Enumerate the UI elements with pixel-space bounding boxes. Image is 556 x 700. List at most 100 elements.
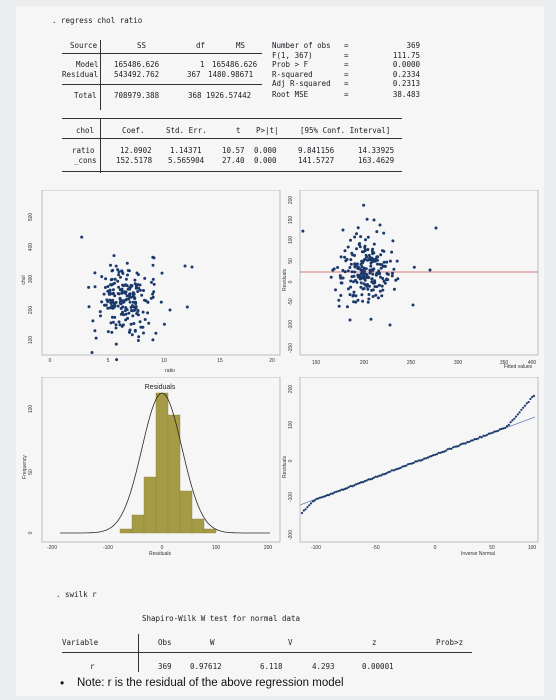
data-point [147, 321, 151, 325]
x-tick-label: 300 [454, 360, 463, 366]
data-point [121, 305, 125, 309]
data-point [529, 397, 532, 401]
histogram-bar [179, 490, 193, 534]
data-point [372, 251, 376, 255]
plot1-xlabel: ratio [165, 368, 175, 374]
data-point [349, 484, 352, 488]
data-point [453, 445, 456, 448]
x-tick-label: 0 [434, 545, 437, 551]
normal-density-curve [60, 392, 270, 534]
histogram-bar [119, 528, 133, 534]
data-point [339, 255, 343, 259]
coef-row-cons-lo: 141.5727 [298, 156, 335, 165]
data-point [354, 264, 358, 268]
data-point [302, 509, 305, 512]
data-point [103, 286, 107, 289]
data-point [159, 300, 163, 304]
data-point [391, 239, 395, 243]
data-point [113, 277, 117, 281]
data-point [504, 426, 507, 429]
data-point [363, 480, 366, 483]
note-text: Note: r is the residual of the above reg… [77, 677, 344, 689]
data-point [416, 460, 419, 463]
histogram-bar [203, 528, 217, 534]
data-point [432, 454, 435, 457]
data-point [395, 259, 399, 263]
swilk-command: . swilk r [56, 590, 97, 599]
data-point [151, 263, 155, 267]
data-point [360, 265, 364, 269]
data-point [380, 474, 383, 477]
swilk-row-w: 0.97612 [190, 662, 222, 671]
data-point [354, 483, 358, 486]
swilk-header-variable: Variable [62, 638, 99, 647]
data-point [134, 302, 138, 306]
data-point [338, 274, 342, 278]
anova-row-total-source: Total [74, 91, 97, 100]
data-point [133, 297, 137, 301]
data-point [119, 302, 123, 306]
data-point [331, 268, 335, 272]
data-point [425, 457, 428, 460]
data-point [443, 450, 446, 453]
data-point [372, 281, 376, 285]
data-point [354, 294, 358, 298]
data-point [459, 443, 462, 446]
data-point [392, 267, 396, 271]
data-point [381, 288, 385, 292]
data-point [484, 434, 487, 437]
data-point [527, 400, 530, 404]
swilk-row-prob: 0.00001 [362, 662, 394, 671]
data-point [376, 255, 380, 259]
fit-stat-label: F(1, 367) [272, 51, 313, 60]
data-point [487, 432, 491, 435]
anova-rule-total [62, 84, 262, 85]
data-point [399, 466, 402, 469]
data-point [352, 293, 355, 297]
data-point [396, 467, 399, 471]
y-tick-label: 400 [28, 243, 34, 252]
data-point [99, 314, 102, 318]
data-point [513, 417, 516, 420]
data-point [378, 289, 382, 293]
data-point [112, 254, 116, 258]
data-point [349, 285, 353, 289]
data-point [439, 451, 442, 454]
x-tick-label: -100 [103, 545, 113, 551]
data-point [377, 283, 381, 287]
data-point [367, 293, 371, 296]
data-point [116, 268, 120, 272]
data-point [313, 499, 316, 502]
coef-row-ratio-t: 10.57 [222, 146, 245, 155]
data-point [371, 247, 375, 251]
data-point [339, 294, 343, 297]
data-point [475, 438, 478, 441]
data-point [333, 491, 336, 494]
data-point [114, 342, 118, 346]
data-point [106, 285, 110, 288]
data-point [337, 298, 341, 302]
data-point [129, 295, 133, 299]
data-point [408, 462, 411, 465]
anova-row-total-df: 368 [188, 91, 202, 100]
data-point [100, 275, 104, 279]
anova-header-source: Source [70, 41, 98, 50]
x-tick-label: 200 [360, 360, 369, 366]
data-point [385, 260, 389, 264]
x-tick-label: 100 [212, 545, 221, 551]
data-point [140, 293, 144, 297]
data-point [343, 255, 347, 259]
data-point [471, 439, 474, 442]
fit-stat-equals: = [344, 51, 349, 60]
data-point [343, 270, 347, 274]
scatter-chol-ratio: 0 5 10 15 20 100 200 300 400 500 ratio chol [21, 190, 281, 374]
data-point [455, 445, 458, 448]
data-point [477, 437, 480, 440]
coef-depvar: chol [76, 126, 95, 135]
data-point [486, 433, 489, 436]
data-point [398, 467, 401, 470]
y-tick-label: 0 [288, 280, 294, 283]
data-point [133, 282, 137, 286]
data-point [428, 268, 432, 272]
y-tick-label: -200 [288, 530, 294, 540]
